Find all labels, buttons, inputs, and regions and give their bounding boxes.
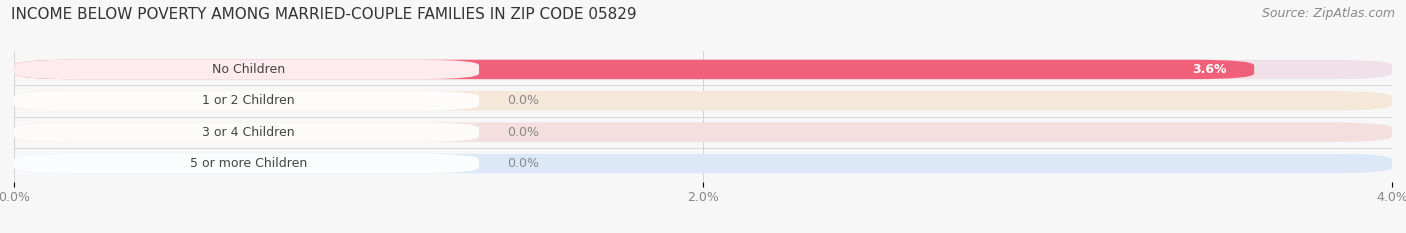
FancyBboxPatch shape [14, 91, 479, 110]
Text: 5 or more Children: 5 or more Children [190, 157, 307, 170]
FancyBboxPatch shape [14, 60, 479, 79]
Text: 0.0%: 0.0% [506, 126, 538, 139]
FancyBboxPatch shape [14, 154, 1392, 173]
FancyBboxPatch shape [14, 60, 1254, 79]
Text: 3.6%: 3.6% [1192, 63, 1226, 76]
FancyBboxPatch shape [14, 91, 1392, 110]
Text: Source: ZipAtlas.com: Source: ZipAtlas.com [1261, 7, 1395, 20]
Text: 1 or 2 Children: 1 or 2 Children [202, 94, 295, 107]
FancyBboxPatch shape [14, 60, 1392, 79]
Text: No Children: No Children [212, 63, 285, 76]
Text: 0.0%: 0.0% [506, 157, 538, 170]
FancyBboxPatch shape [14, 123, 479, 142]
FancyBboxPatch shape [14, 154, 479, 173]
FancyBboxPatch shape [14, 123, 1392, 142]
Text: 3 or 4 Children: 3 or 4 Children [202, 126, 295, 139]
Text: INCOME BELOW POVERTY AMONG MARRIED-COUPLE FAMILIES IN ZIP CODE 05829: INCOME BELOW POVERTY AMONG MARRIED-COUPL… [11, 7, 637, 22]
Text: 0.0%: 0.0% [506, 94, 538, 107]
